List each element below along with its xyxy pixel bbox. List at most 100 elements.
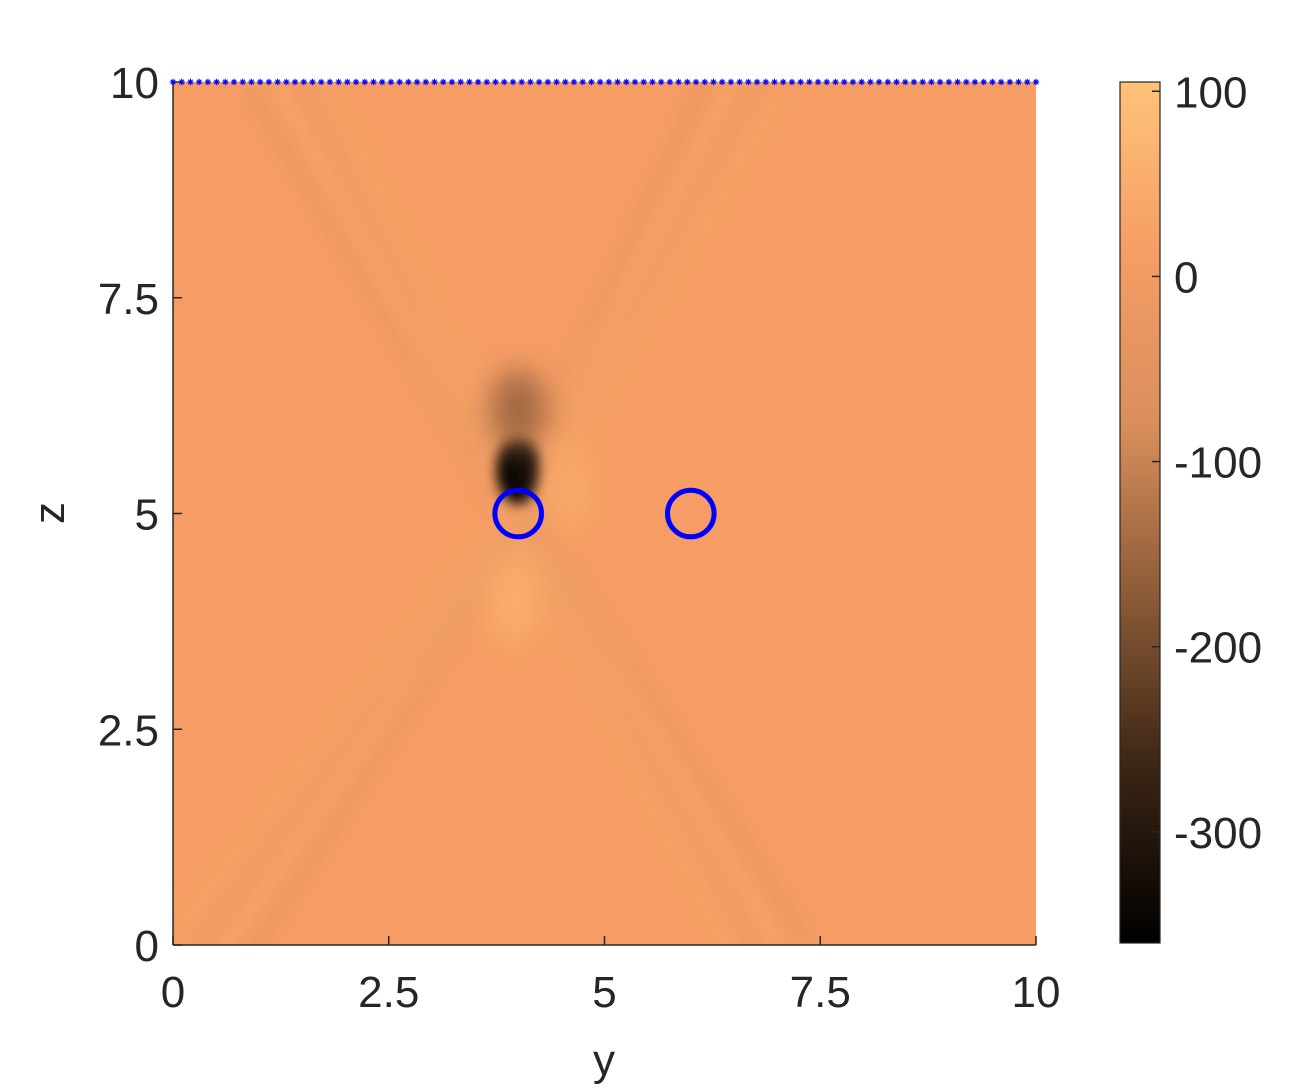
star-marker-60 bbox=[692, 78, 700, 86]
star-marker-79 bbox=[858, 78, 865, 86]
star-marker-77 bbox=[841, 78, 848, 86]
star-marker-90 bbox=[954, 78, 961, 86]
star-marker-99 bbox=[1032, 78, 1040, 86]
star-marker-10 bbox=[256, 78, 264, 86]
star-marker-7 bbox=[230, 78, 238, 86]
star-marker-48 bbox=[588, 78, 595, 86]
star-marker-1 bbox=[178, 78, 185, 86]
star-marker-6 bbox=[222, 78, 229, 86]
star-marker-37 bbox=[492, 78, 499, 86]
star-marker-65 bbox=[736, 78, 743, 86]
wave-band-3-light-3 bbox=[493, 507, 743, 945]
star-marker-29 bbox=[422, 78, 429, 86]
star-marker-82 bbox=[884, 78, 892, 86]
star-marker-96 bbox=[1006, 78, 1014, 86]
star-marker-11 bbox=[265, 78, 273, 86]
star-marker-9 bbox=[248, 78, 255, 86]
x-tick-label-1: 2.5 bbox=[358, 968, 419, 1017]
star-marker-94 bbox=[989, 78, 996, 86]
star-marker-52 bbox=[623, 78, 630, 86]
star-marker-38 bbox=[501, 78, 508, 86]
y-ticks: 0 2.5 5 7.5 10 bbox=[98, 59, 182, 971]
feature-dark-minimum-0 bbox=[496, 436, 541, 505]
star-marker-41 bbox=[527, 78, 534, 86]
star-marker-15 bbox=[300, 78, 307, 86]
star-marker-87 bbox=[928, 78, 935, 86]
star-marker-26 bbox=[396, 78, 403, 86]
star-marker-39 bbox=[509, 78, 517, 86]
feature-bright-maximum-3 bbox=[543, 441, 596, 534]
star-marker-92 bbox=[971, 78, 979, 86]
star-marker-69 bbox=[771, 78, 778, 86]
feature-bright-maximum-2 bbox=[487, 553, 540, 646]
star-marker-58 bbox=[675, 78, 682, 86]
star-marker-49 bbox=[596, 78, 604, 86]
star-marker-40 bbox=[518, 78, 525, 86]
star-marker-32 bbox=[448, 78, 456, 86]
star-marker-12 bbox=[274, 78, 281, 86]
star-marker-21 bbox=[352, 78, 360, 86]
star-marker-54 bbox=[640, 78, 647, 86]
star-marker-31 bbox=[440, 78, 447, 86]
star-marker-98 bbox=[1024, 78, 1031, 86]
colorbar-tick-label-3: -200 bbox=[1174, 624, 1262, 673]
star-marker-57 bbox=[666, 78, 674, 86]
star-marker-91 bbox=[963, 78, 970, 86]
star-marker-64 bbox=[727, 78, 735, 86]
star-marker-53 bbox=[631, 78, 639, 86]
colorbar-ticks: 100 0 -100 -200 -300 bbox=[1152, 68, 1262, 858]
star-marker-68 bbox=[762, 78, 769, 86]
x-ticks: 0 2.5 5 7.5 10 bbox=[161, 936, 1060, 1017]
star-marker-71 bbox=[788, 78, 796, 86]
markers bbox=[169, 78, 1040, 540]
colorbar-tick-label-1: 0 bbox=[1174, 253, 1198, 302]
y-axis-label: z bbox=[25, 502, 74, 524]
star-marker-14 bbox=[291, 78, 299, 86]
star-marker-2 bbox=[187, 78, 194, 86]
x-tick-label-0: 0 bbox=[161, 968, 185, 1017]
colorbar-tick-label-2: -100 bbox=[1174, 439, 1262, 488]
x-tick-label-3: 7.5 bbox=[790, 968, 851, 1017]
colorbar-gradient bbox=[1119, 81, 1161, 944]
star-marker-67 bbox=[753, 78, 761, 86]
star-marker-83 bbox=[893, 78, 900, 86]
star-marker-62 bbox=[710, 78, 717, 86]
y-tick-label-1: 2.5 bbox=[98, 706, 159, 755]
star-marker-74 bbox=[814, 78, 822, 86]
star-marker-80 bbox=[867, 78, 874, 86]
star-marker-59 bbox=[684, 78, 691, 86]
y-tick-label-0: 0 bbox=[135, 922, 159, 971]
star-marker-47 bbox=[579, 78, 586, 86]
star-marker-35 bbox=[474, 78, 482, 86]
wave-band-0-light-3 bbox=[310, 82, 543, 521]
feature-dark-lobe-1 bbox=[490, 369, 547, 450]
star-marker-70 bbox=[780, 78, 787, 86]
star-marker-97 bbox=[1015, 78, 1022, 86]
y-tick-label-3: 7.5 bbox=[98, 275, 159, 324]
star-marker-45 bbox=[562, 78, 569, 86]
star-marker-43 bbox=[544, 78, 552, 86]
star-marker-16 bbox=[309, 78, 316, 86]
x-axis-label: y bbox=[593, 1036, 615, 1085]
plot-axes: 0 2.5 5 7.5 10 0 2.5 5 7.5 10 y z bbox=[25, 59, 1060, 1085]
colorbar-tick-label-4: -300 bbox=[1174, 809, 1262, 858]
star-marker-88 bbox=[936, 78, 944, 86]
star-marker-44 bbox=[553, 78, 560, 86]
colorbar-tick-label-0: 100 bbox=[1174, 68, 1247, 117]
star-marker-73 bbox=[806, 78, 813, 86]
star-marker-61 bbox=[701, 78, 708, 86]
star-marker-36 bbox=[483, 78, 491, 86]
star-marker-76 bbox=[832, 78, 839, 86]
wave-band-2-light-3 bbox=[175, 493, 521, 934]
star-marker-78 bbox=[849, 78, 857, 86]
star-marker-50 bbox=[605, 78, 613, 86]
star-marker-30 bbox=[431, 78, 438, 86]
y-tick-label-4: 10 bbox=[110, 59, 159, 108]
heatmap-field bbox=[173, 82, 1036, 945]
star-marker-93 bbox=[980, 78, 987, 86]
star-marker-28 bbox=[413, 78, 421, 86]
star-marker-23 bbox=[370, 78, 377, 86]
star-marker-55 bbox=[649, 78, 656, 86]
star-marker-5 bbox=[213, 78, 220, 86]
